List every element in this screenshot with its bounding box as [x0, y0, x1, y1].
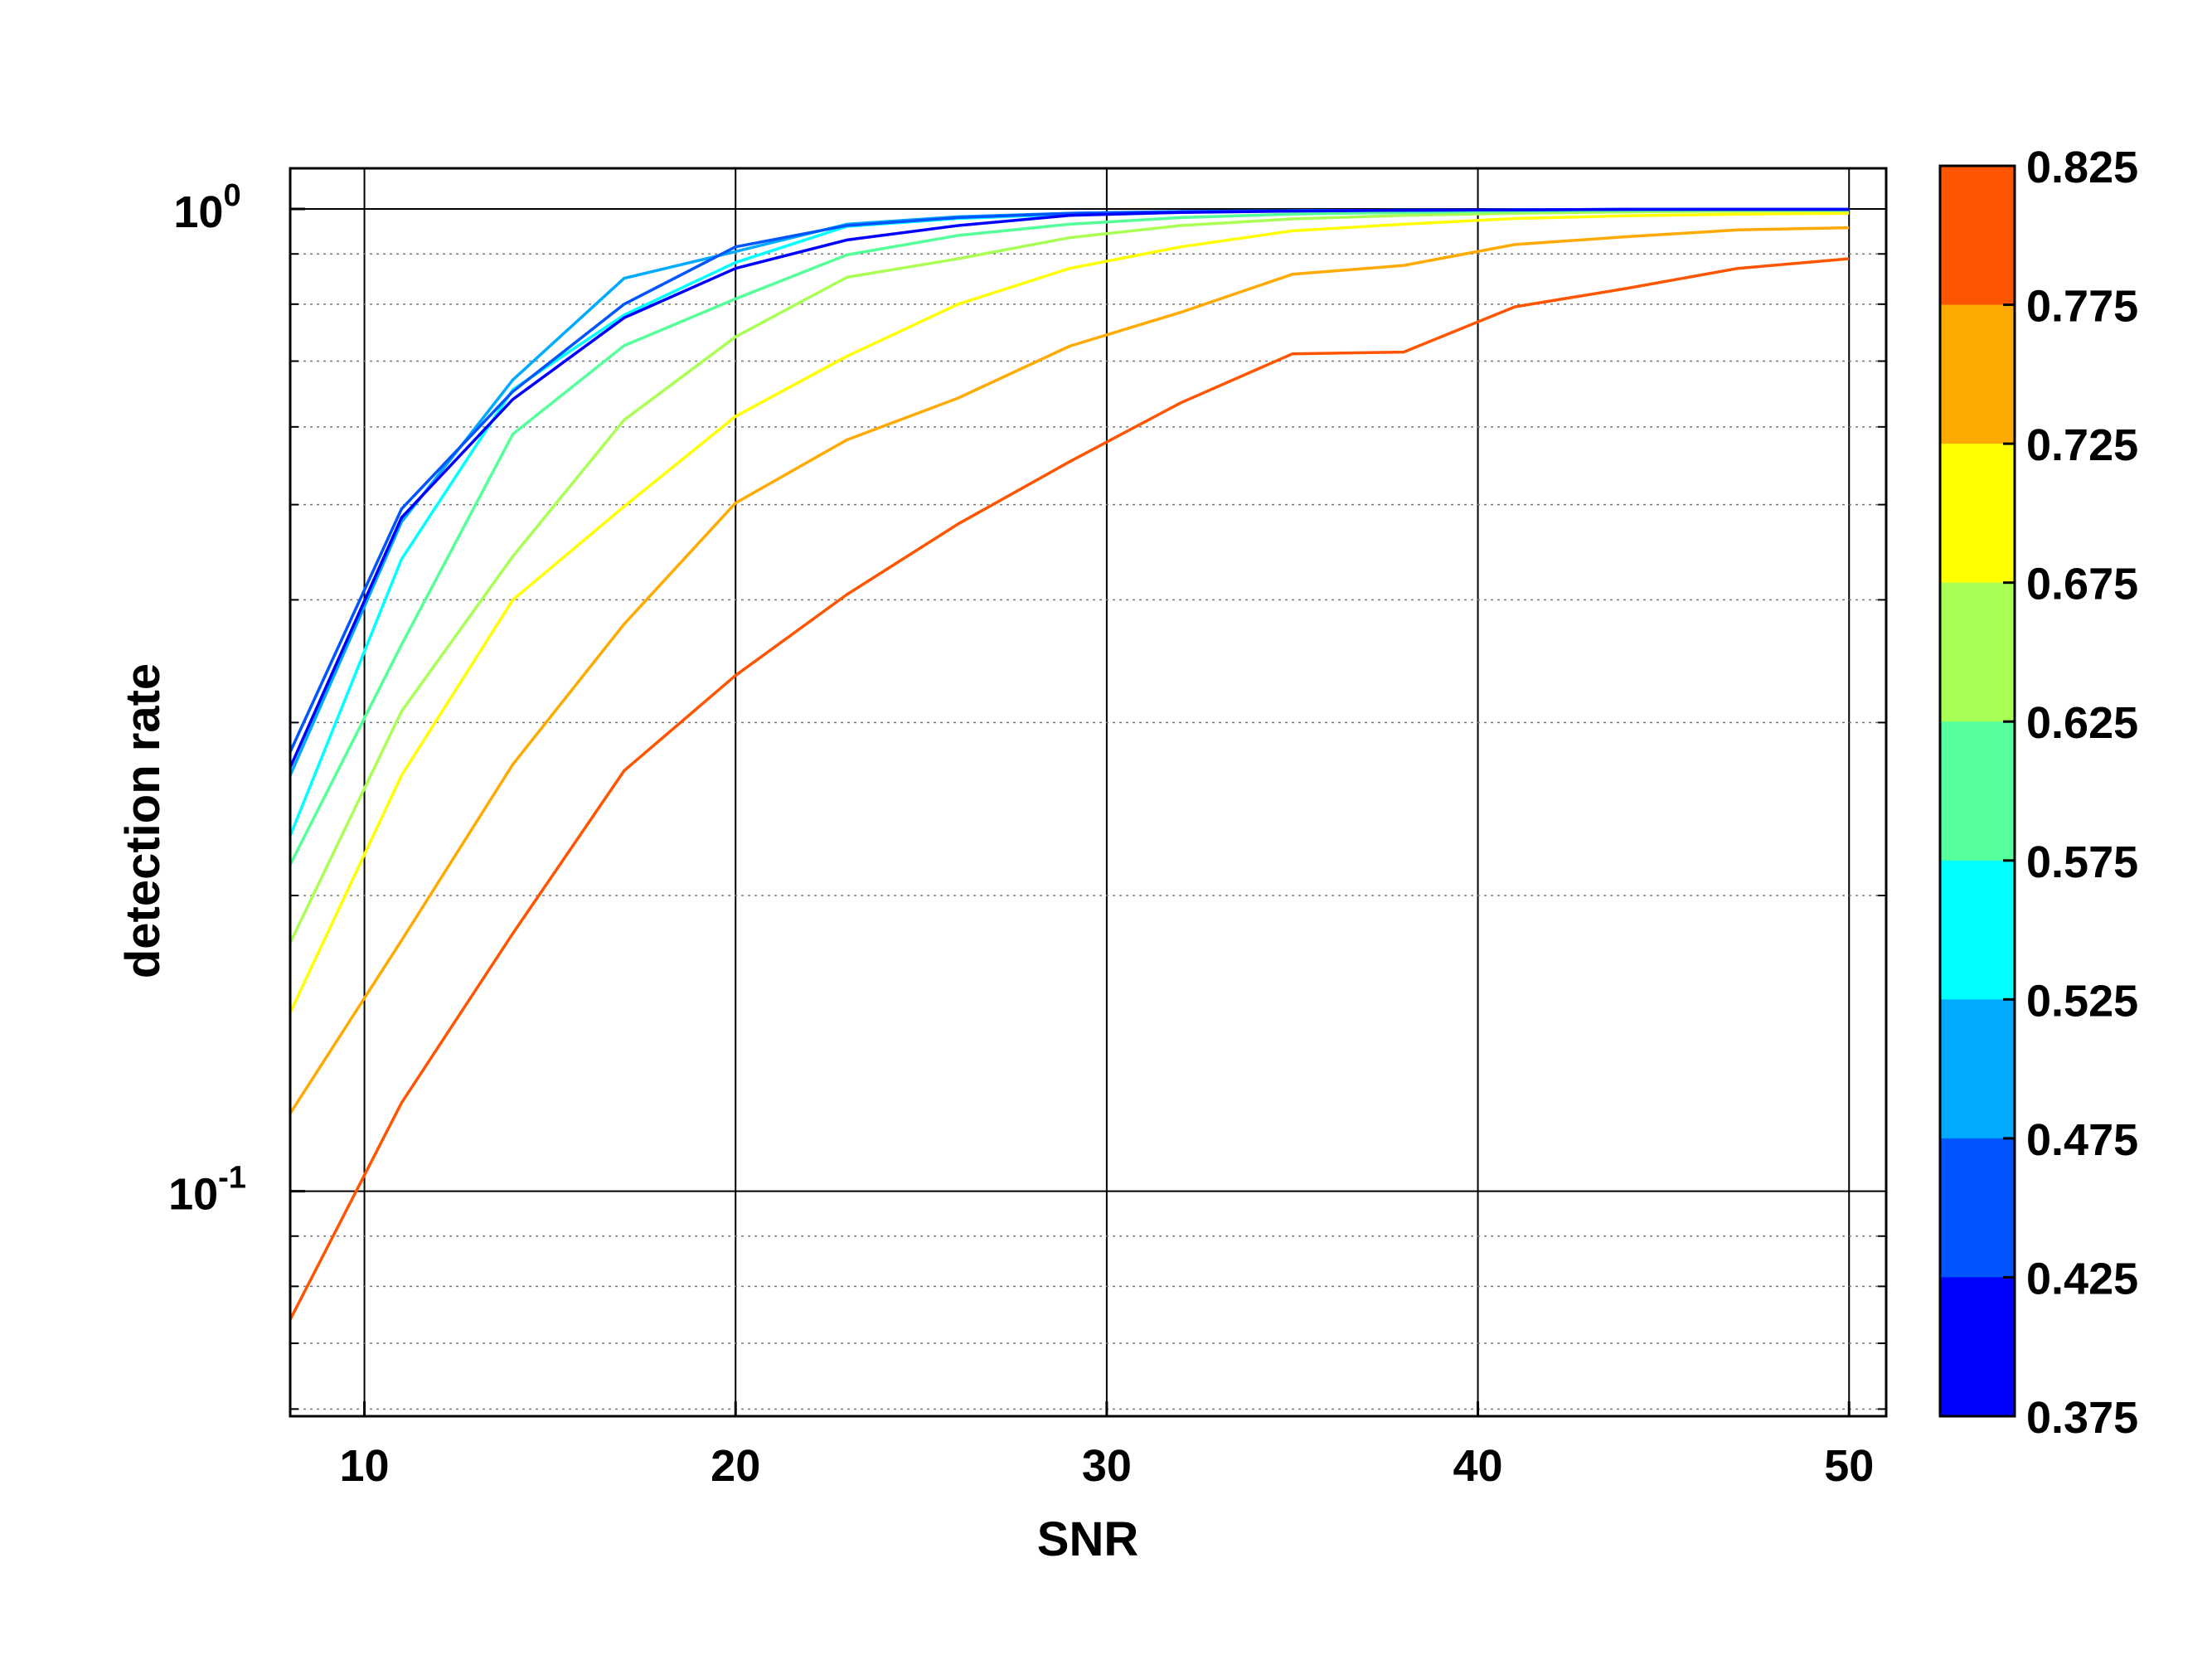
- y-axis-ticks: 100 10-1: [168, 178, 1886, 1410]
- series-line: [289, 226, 1850, 1114]
- series-line: [289, 211, 1850, 1013]
- colorbar-label: 0.725: [2026, 420, 2138, 470]
- x-tick-label: 40: [1453, 1441, 1503, 1491]
- y-tick-label: 10-1: [168, 1161, 246, 1220]
- x-axis-ticks: 10 20 30 40 50: [339, 1401, 1874, 1491]
- x-tick-label: 50: [1824, 1441, 1874, 1491]
- y-axis-title: detection rate: [116, 663, 170, 978]
- series-line: [289, 209, 1850, 944]
- colorbar-segment: [1940, 860, 2015, 1000]
- colorbar-label: 0.775: [2026, 282, 2138, 332]
- series-line: [289, 257, 1850, 1321]
- series-line: [289, 207, 1850, 776]
- x-tick-label: 30: [1082, 1441, 1132, 1491]
- colorbar-label: 0.475: [2026, 1115, 2138, 1165]
- colorbar-segment: [1940, 1138, 2015, 1278]
- colorbar-segment: [1940, 444, 2015, 584]
- series-line: [289, 208, 1850, 866]
- colorbar-label: 0.825: [2026, 143, 2138, 192]
- series-lines: [289, 207, 1850, 1321]
- colorbar-segment: [1940, 166, 2015, 306]
- colorbar-segment: [1940, 721, 2015, 862]
- colorbar-segment: [1940, 1277, 2015, 1417]
- colorbar-label: 0.575: [2026, 837, 2138, 887]
- x-tick-label: 20: [711, 1441, 760, 1491]
- colorbar-frame: [1938, 164, 2016, 1418]
- colorbar-segment: [1940, 304, 2015, 444]
- series-line: [289, 207, 1850, 769]
- x-tick-label: 10: [339, 1441, 389, 1491]
- colorbar-label: 0.625: [2026, 698, 2138, 748]
- colorbar-label: 0.375: [2026, 1393, 2138, 1443]
- series-line: [289, 207, 1850, 837]
- colorbar-segment: [1940, 582, 2015, 722]
- colorbar-segment: [1940, 999, 2015, 1139]
- colorbar-label: 0.425: [2026, 1254, 2138, 1303]
- x-axis-title: SNR: [1037, 1512, 1138, 1566]
- colorbar-label: 0.525: [2026, 976, 2138, 1026]
- grid: [290, 168, 1886, 1416]
- y-tick-label: 100: [173, 178, 240, 237]
- colorbar-label: 0.675: [2026, 560, 2138, 609]
- colorbar: 0.825 0.775 0.725 0.675 0.625 0.575 0.525 0.475…: [1938, 143, 2138, 1443]
- plot-frame: [289, 167, 1888, 1418]
